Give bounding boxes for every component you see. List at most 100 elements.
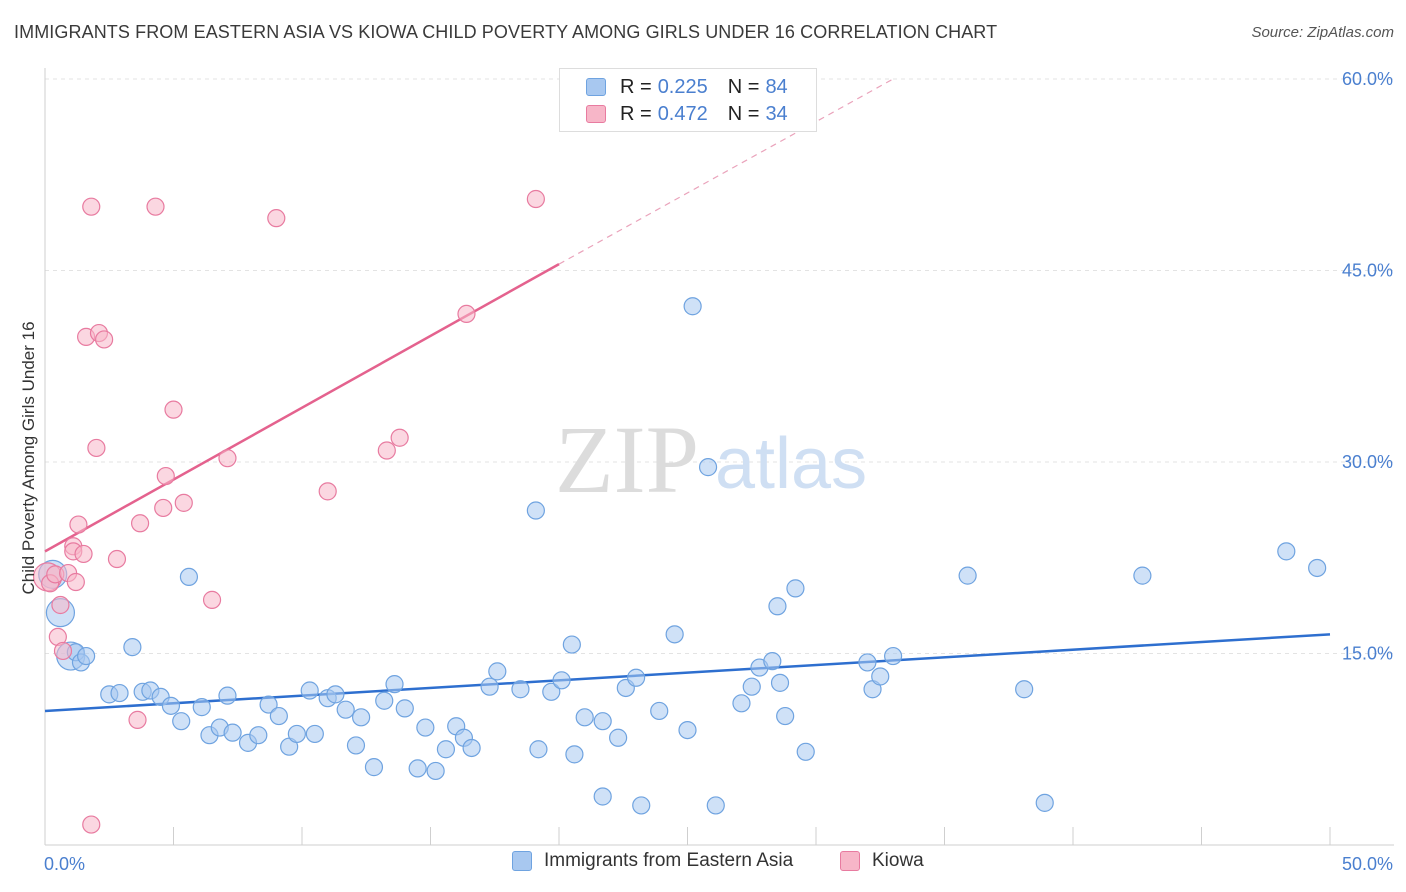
kiowa-point	[526, 189, 545, 209]
eastern-asia-point	[123, 638, 142, 657]
eastern-asia-point	[511, 680, 530, 699]
eastern-asia-point	[436, 740, 456, 759]
eastern-asia-point	[683, 297, 702, 316]
legend-row-eastern-asia: R = 0.225 N = 84	[560, 74, 788, 100]
eastern-asia-point	[786, 579, 805, 598]
kiowa-point	[74, 544, 93, 564]
eastern-asia-point	[768, 597, 787, 616]
series-label-kiowa: Kiowa	[872, 850, 924, 871]
kiowa-point	[69, 515, 88, 534]
kiowa-trend-line	[44, 263, 560, 553]
legend-row-kiowa: R = 0.472 N = 34	[560, 101, 788, 127]
series-swatch-eastern-asia	[512, 851, 532, 871]
eastern-asia-point	[542, 682, 561, 701]
kiowa-point	[87, 438, 106, 458]
eastern-asia-point	[698, 458, 718, 477]
eastern-asia-point	[1308, 558, 1327, 578]
eastern-asia-point	[565, 745, 584, 764]
axes	[44, 68, 1394, 846]
legend-n-label: N =	[727, 102, 760, 125]
eastern-asia-point	[958, 566, 977, 585]
eastern-asia-point	[858, 653, 877, 672]
eastern-asia-point	[161, 696, 181, 715]
legend-r-label: R =	[620, 75, 652, 98]
legend-swatch-eastern-asia	[586, 78, 606, 96]
source-label: Source: ZipAtlas.com	[1251, 24, 1394, 41]
eastern-asia-point	[110, 683, 129, 703]
eastern-asia-point	[408, 759, 427, 778]
kiowa-point	[218, 449, 237, 468]
kiowa-point	[457, 304, 476, 324]
eastern-asia-point	[385, 675, 404, 694]
kiowa-point	[66, 572, 85, 592]
eastern-asia-point	[626, 668, 646, 687]
eastern-asia-trend-line	[44, 633, 1331, 713]
legend-n-value: 34	[765, 102, 788, 125]
eastern-asia-point	[1277, 542, 1296, 561]
eastern-asia-point	[529, 740, 548, 759]
eastern-asia-point	[575, 708, 594, 727]
kiowa-point	[51, 595, 70, 615]
eastern-asia-point	[871, 667, 890, 686]
kiowa-point	[390, 428, 409, 447]
eastern-asia-point	[488, 662, 507, 681]
eastern-asia-point	[706, 796, 725, 815]
kiowa-point	[82, 197, 101, 216]
eastern-asia-point	[742, 677, 761, 696]
legend-n-value: 84	[765, 75, 788, 98]
eastern-asia-point	[462, 738, 481, 758]
legend-r-value: 0.472	[657, 102, 708, 125]
eastern-asia-point	[416, 718, 435, 737]
y-axis-label: Child Poverty Among Girls Under 16	[19, 321, 38, 594]
eastern-asia-point	[269, 706, 288, 726]
eastern-asia-point	[326, 685, 345, 704]
trend-lines	[44, 78, 1331, 713]
kiowa-point	[318, 482, 337, 501]
correlation-legend: R = 0.225 N = 84 R = 0.472 N = 34	[559, 68, 817, 132]
tick-labels: 15.0% 30.0% 45.0% 60.0% 0.0% 50.0%	[44, 69, 1393, 874]
watermark-atlas: atlas	[715, 424, 867, 504]
eastern-asia-point	[426, 761, 445, 781]
y-tick-label: 60.0%	[1342, 69, 1393, 89]
eastern-asia-point	[172, 712, 191, 731]
legend-r-value: 0.225	[657, 75, 708, 98]
kiowa-point	[267, 209, 286, 228]
kiowa-point	[377, 441, 396, 460]
eastern-asia-point	[650, 701, 669, 721]
kiowa-point	[202, 590, 222, 609]
eastern-asia-point	[678, 720, 697, 740]
eastern-asia-point	[77, 646, 96, 666]
series-legend-kiowa: Kiowa	[840, 850, 924, 872]
legend-n-label: N =	[727, 75, 760, 98]
eastern-asia-point	[593, 787, 612, 806]
y-tick-label: 30.0%	[1342, 452, 1393, 472]
eastern-asia-point	[364, 758, 384, 777]
kiowa-point	[130, 514, 150, 533]
y-tick-label: 15.0%	[1342, 644, 1393, 664]
series-legend-eastern-asia: Immigrants from Eastern Asia	[512, 850, 793, 872]
eastern-asia-point	[218, 686, 237, 705]
eastern-asia-point	[770, 673, 790, 692]
eastern-asia-point	[480, 677, 499, 696]
y-tick-label: 45.0%	[1342, 261, 1393, 281]
chart-title: IMMIGRANTS FROM EASTERN ASIA VS KIOWA CH…	[14, 22, 998, 42]
series-label-eastern-asia: Immigrants from Eastern Asia	[544, 850, 794, 871]
kiowa-point	[53, 641, 73, 661]
eastern-asia-point	[1133, 566, 1152, 585]
eastern-asia-point	[259, 695, 278, 714]
eastern-asia-point	[763, 652, 782, 671]
eastern-asia-point	[526, 501, 545, 520]
eastern-asia-point	[609, 728, 628, 747]
eastern-asia-point	[665, 625, 684, 644]
eastern-asia-point	[352, 708, 371, 727]
kiowa-point	[146, 197, 165, 216]
kiowa-point	[107, 549, 127, 569]
eastern-asia-point	[192, 698, 211, 717]
data-points	[32, 189, 1327, 834]
eastern-asia-point	[883, 646, 903, 666]
eastern-asia-point	[1015, 680, 1034, 699]
eastern-asia-point	[300, 681, 319, 700]
kiowa-point	[95, 330, 114, 349]
kiowa-point	[174, 493, 193, 512]
series-swatch-kiowa	[840, 851, 860, 871]
